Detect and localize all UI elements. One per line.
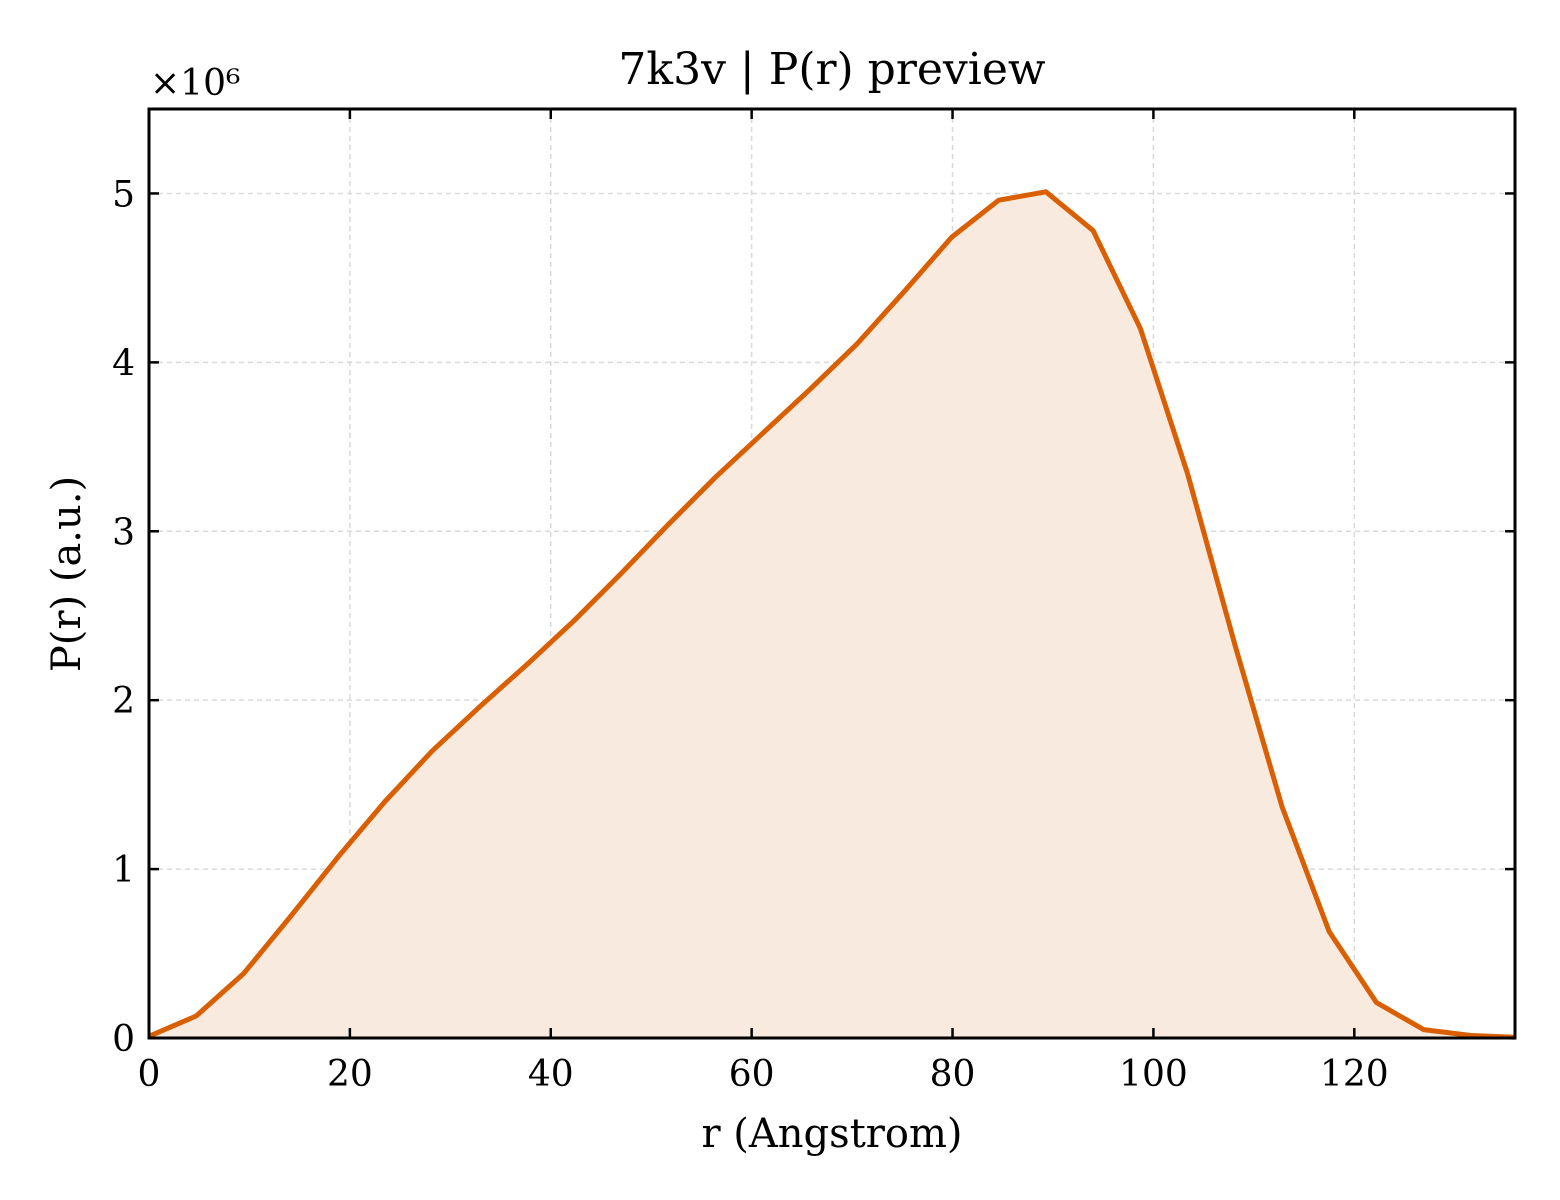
x-tick-label: 40: [528, 1054, 574, 1095]
x-tick-label: 0: [138, 1054, 161, 1095]
x-tick-label: 80: [930, 1054, 976, 1095]
y-tick-label: 0: [112, 1019, 135, 1060]
x-tick-label: 60: [729, 1054, 775, 1095]
x-tick-label: 120: [1320, 1054, 1389, 1095]
plot-frame: [147, 107, 1517, 1040]
y-multiplier-label: ×10⁶: [150, 63, 240, 104]
y-axis-label: P(r) (a.u.): [44, 476, 90, 672]
y-tick-label: 4: [112, 343, 135, 384]
y-tick-label: 2: [112, 681, 135, 722]
y-tick-label: 1: [112, 850, 135, 891]
y-axis: 0 1 2 3 4 5: [112, 174, 1515, 1060]
pr-area-fill: [149, 191, 1515, 1039]
x-axis: 0 20 40 60 80 100 120: [138, 109, 1389, 1095]
x-tick-label: 20: [327, 1054, 373, 1095]
chart-title: 7k3v | P(r) preview: [618, 44, 1045, 95]
x-tick-label: 100: [1119, 1054, 1188, 1095]
pr-series-line: [148, 189, 1516, 1040]
y-tick-label: 5: [112, 174, 135, 215]
y-tick-label: 3: [112, 512, 135, 553]
x-axis-label: r (Angstrom): [701, 1111, 962, 1157]
